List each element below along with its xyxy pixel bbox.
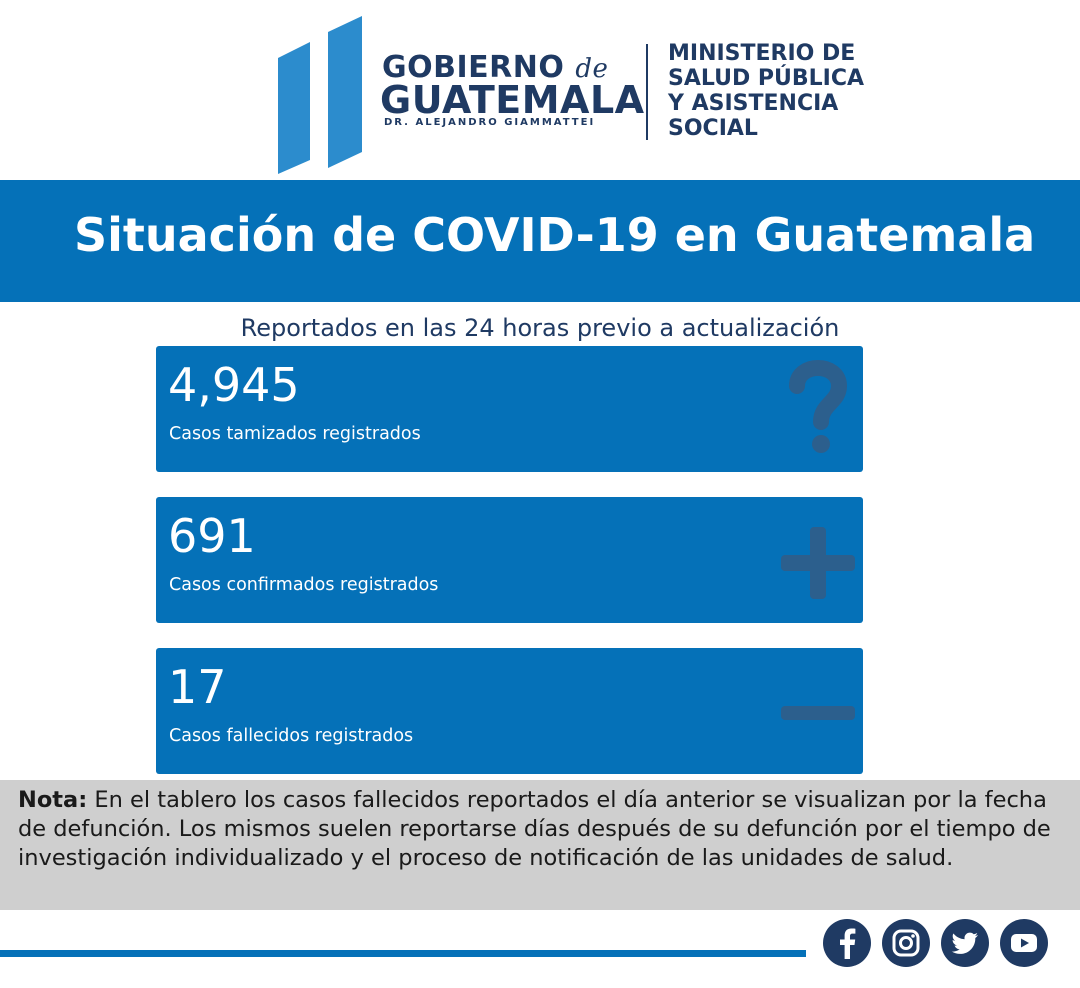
ministry-line: SOCIAL (668, 116, 758, 141)
minus-icon (781, 706, 855, 720)
screened-cases-label: Casos tamizados registrados (169, 424, 421, 444)
youtube-icon[interactable] (1000, 919, 1048, 967)
gobierno-de-text: de (575, 54, 609, 84)
plus-icon (781, 527, 855, 599)
footer-line (0, 950, 806, 957)
deceased-cases-label: Casos fallecidos registrados (169, 726, 414, 746)
gobierno-logo-bars-icon (278, 16, 362, 174)
header-divider (646, 44, 648, 140)
note-label: Nota: (18, 787, 88, 813)
page-title: Situación de COVID-19 en Guatemala (74, 208, 1036, 262)
question-icon (789, 360, 848, 453)
deceased-cases-card: 17 Casos fallecidos registrados (156, 648, 863, 774)
ministry-line: SALUD PÚBLICA (668, 66, 865, 91)
screened-cases-card: 4,945 Casos tamizados registrados (156, 346, 863, 472)
confirmed-cases-card: 691 Casos confirmados registrados (156, 497, 863, 623)
instagram-icon[interactable] (882, 919, 930, 967)
confirmed-cases-label: Casos confirmados registrados (169, 575, 439, 595)
deceased-cases-value: 17 (168, 660, 227, 714)
title-banner (0, 180, 1080, 302)
ministry-line: Y ASISTENCIA (668, 91, 839, 116)
note-box (0, 780, 1080, 910)
note-body: En el tablero los casos fallecidos repor… (18, 787, 1051, 871)
president-name: DR. ALEJANDRO GIAMMATTEI (384, 117, 596, 128)
screened-cases-value: 4,945 (168, 358, 300, 412)
subtitle: Reportados en las 24 horas previo a actu… (240, 314, 840, 342)
confirmed-cases-value: 691 (168, 509, 256, 563)
ministry-line: MINISTERIO DE (668, 41, 856, 66)
note-text: Nota: En el tablero los casos fallecidos… (18, 786, 1058, 873)
facebook-icon[interactable] (823, 919, 871, 967)
guatemala-text: GUATEMALA (380, 78, 645, 122)
ministry-name: MINISTERIO DE SALUD PÚBLICA Y ASISTENCIA… (668, 41, 864, 141)
twitter-icon[interactable] (941, 919, 989, 967)
gobierno-text: GOBIERNO de (382, 50, 609, 85)
